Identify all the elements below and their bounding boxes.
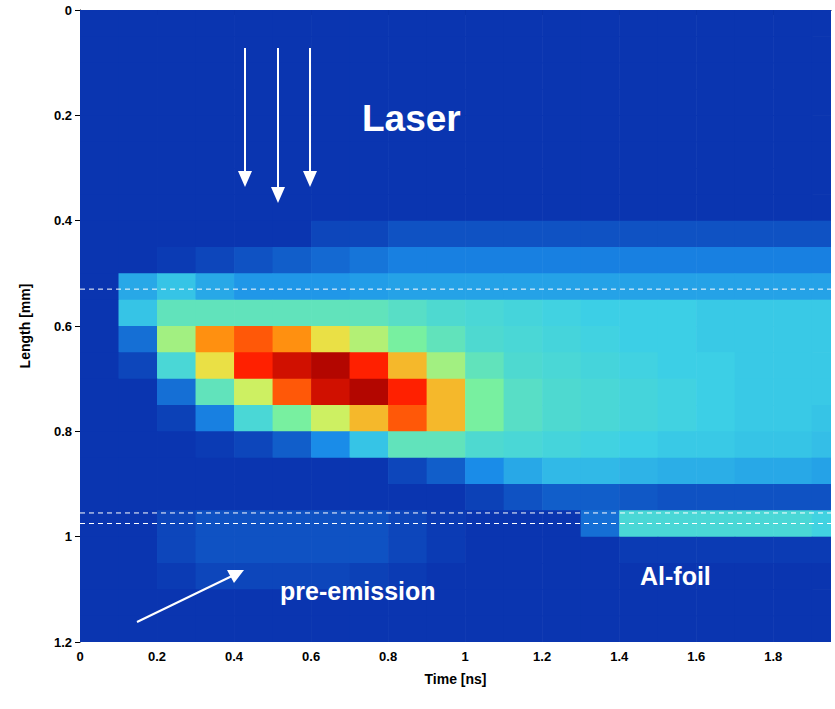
svg-text:Length [mm]: Length [mm] [17, 284, 33, 369]
svg-text:pre-emission: pre-emission [280, 577, 436, 605]
svg-text:0.2: 0.2 [54, 108, 72, 123]
svg-text:1.8: 1.8 [764, 649, 782, 664]
svg-text:0.6: 0.6 [54, 319, 72, 334]
svg-text:1.4: 1.4 [610, 649, 629, 664]
svg-text:1: 1 [65, 529, 72, 544]
svg-text:0.2: 0.2 [148, 649, 166, 664]
svg-text:0.4: 0.4 [54, 213, 73, 228]
svg-text:0.6: 0.6 [302, 649, 320, 664]
svg-text:1.6: 1.6 [687, 649, 705, 664]
svg-text:1.2: 1.2 [54, 635, 72, 650]
svg-text:0: 0 [76, 649, 83, 664]
svg-text:1.2: 1.2 [533, 649, 551, 664]
svg-text:Al-foil: Al-foil [640, 562, 711, 590]
svg-text:0.8: 0.8 [54, 424, 72, 439]
svg-text:1: 1 [462, 649, 469, 664]
svg-text:Laser: Laser [362, 98, 461, 139]
svg-text:Time [ns]: Time [ns] [425, 671, 487, 687]
svg-text:0.4: 0.4 [225, 649, 244, 664]
svg-text:0.8: 0.8 [379, 649, 397, 664]
svg-text:0: 0 [65, 3, 72, 18]
